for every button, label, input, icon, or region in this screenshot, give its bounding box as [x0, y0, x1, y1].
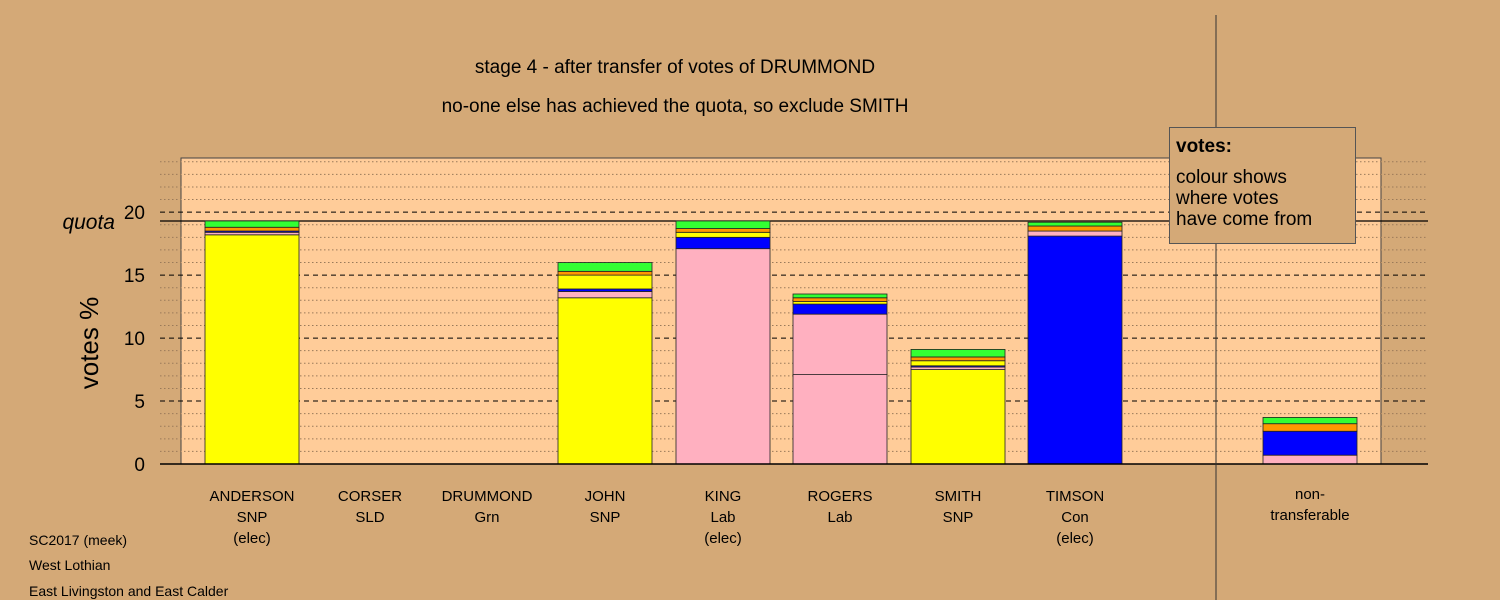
x-tick-label: (elec): [233, 530, 271, 547]
x-tick-label: SLD: [355, 509, 384, 526]
x-tick-label: Lab: [827, 509, 852, 526]
bar-john-segment: [557, 270, 653, 276]
bar-rogers-segment: [792, 313, 888, 375]
x-tick-label: TIMSON: [1046, 488, 1104, 505]
bar-john-segment: [557, 262, 653, 272]
x-tick-label: (elec): [704, 530, 742, 547]
bar-timson-segment: [1027, 221, 1123, 227]
footer-method: SC2017 (meek): [29, 532, 128, 548]
bar-john-segment: [557, 297, 653, 465]
x-tick-label: Grn: [474, 509, 499, 526]
footer-council: West Lothian: [29, 557, 111, 573]
x-tick-label: Lab: [710, 509, 735, 526]
x-tick-label-non-transferable: non-: [1295, 486, 1325, 503]
y-tick-label: 5: [134, 392, 145, 413]
bar-king-segment: [675, 231, 771, 238]
x-tick-label: ROGERS: [807, 488, 872, 505]
bar-king-segment: [675, 236, 771, 250]
x-tick-label: JOHN: [585, 488, 626, 505]
y-tick-label: 10: [124, 329, 145, 350]
bar-smith-segment: [910, 356, 1006, 362]
y-tick-label: 20: [124, 203, 145, 224]
bar-non-transferable-segment: [1262, 417, 1358, 425]
y-axis-label: votes %: [74, 297, 104, 390]
x-tick-label: (elec): [1056, 530, 1094, 547]
x-tick-label: DRUMMOND: [442, 488, 533, 505]
x-tick-label: KING: [705, 488, 742, 505]
x-tick-label: Con: [1061, 509, 1089, 526]
legend-box: votes: colour shows where votes have com…: [1169, 127, 1356, 244]
bar-timson-segment: [1027, 235, 1123, 465]
y-tick-label: 15: [124, 266, 145, 287]
bar-john-segment: [557, 291, 653, 299]
y-tick-labels: 0 5 10 15 20: [124, 203, 145, 476]
legend-line-3: have come from: [1176, 209, 1313, 230]
bars: [204, 220, 1358, 465]
bar-smith-segment: [910, 369, 1006, 465]
y-tick-label: 0: [134, 455, 145, 476]
bar-non-transferable-segment: [1262, 454, 1358, 465]
bar-smith-segment: [910, 360, 1006, 367]
chart-title: stage 4 - after transfer of votes of DRU…: [475, 57, 875, 78]
bar-king-segment: [675, 228, 771, 233]
legend-title: votes:: [1176, 136, 1232, 157]
bar-rogers-segment: [792, 293, 888, 299]
bar-timson-segment: [1027, 230, 1123, 237]
quota-label: quota: [62, 211, 115, 234]
bar-anderson-segment: [204, 226, 300, 232]
bar-anderson-segment: [204, 220, 300, 228]
chart-subtitle: no-one else has achieved the quota, so e…: [442, 96, 909, 117]
legend-line-1: colour shows: [1176, 167, 1287, 188]
x-tick-label: SNP: [943, 509, 974, 526]
x-tick-label-non-transferable: transferable: [1270, 507, 1349, 524]
bar-rogers-segment: [792, 374, 888, 465]
bar-non-transferable-segment: [1262, 423, 1358, 432]
legend-line-2: where votes: [1176, 188, 1279, 209]
x-tick-label: SMITH: [935, 488, 982, 505]
bar-timson-segment: [1027, 225, 1123, 232]
x-tick-label: SNP: [237, 509, 268, 526]
bar-king-segment: [675, 220, 771, 229]
x-tick-label: CORSER: [338, 488, 402, 505]
x-tick-labels: ANDERSON SNP (elec) CORSER SLD DRUMMOND Grn JOH…: [209, 486, 1349, 547]
bar-john-segment: [557, 274, 653, 290]
footer-ward: East Livingston and East Calder: [29, 583, 229, 599]
bar-non-transferable-segment: [1262, 430, 1358, 456]
bar-rogers-segment: [792, 303, 888, 315]
x-tick-label: ANDERSON: [209, 488, 294, 505]
bar-anderson-segment: [204, 234, 300, 465]
bar-rogers-segment: [792, 297, 888, 302]
bar-smith-segment: [910, 349, 1006, 358]
x-tick-label: SNP: [590, 509, 621, 526]
bar-king-segment: [675, 248, 771, 465]
